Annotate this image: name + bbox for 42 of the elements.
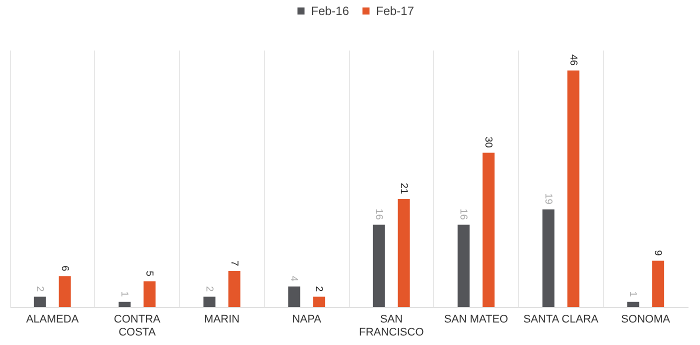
data-label: 5	[144, 270, 155, 277]
bar	[118, 302, 131, 307]
bar	[627, 302, 640, 307]
data-label: 1	[627, 291, 638, 298]
x-tick-label: ALAMEDA	[26, 314, 80, 326]
data-label: 4	[288, 276, 300, 282]
bar	[313, 296, 326, 307]
data-label: 2	[203, 286, 214, 292]
bar	[144, 281, 156, 307]
bar	[228, 271, 240, 307]
bar	[398, 199, 410, 307]
data-label: 9	[652, 250, 664, 256]
x-tick-label: SAN FRANCISCO	[358, 314, 424, 338]
data-label: 21	[398, 182, 409, 194]
bar	[567, 70, 580, 307]
data-label: 2	[34, 286, 45, 292]
data-label: 16	[372, 208, 384, 220]
bar	[34, 296, 46, 307]
data-label: 16	[458, 208, 469, 220]
x-tick-label: SANTA CLARA	[523, 314, 600, 326]
data-label: 7	[228, 260, 240, 266]
bar	[652, 260, 664, 307]
x-tick-label: SAN MATEO	[444, 314, 509, 326]
bar	[288, 286, 300, 307]
data-label: 1	[118, 291, 130, 298]
x-tick-label: CONTRA COSTA	[114, 314, 162, 338]
bar	[458, 224, 470, 307]
x-tick-label: MARIN	[204, 314, 240, 326]
bar	[542, 209, 554, 307]
x-tick-label: NAPA	[292, 314, 322, 326]
data-label: 30	[482, 136, 494, 148]
legend-label: Feb-16	[311, 4, 350, 18]
data-label: 6	[58, 266, 70, 272]
data-label: 46	[567, 54, 578, 66]
x-tick-label: SONOMA	[621, 314, 671, 326]
bar	[58, 276, 71, 307]
data-label: 19	[542, 193, 554, 205]
bar	[482, 152, 495, 307]
bar	[372, 224, 385, 307]
data-label: 2	[313, 286, 324, 292]
legend-label: Feb-17	[376, 4, 414, 18]
bar	[203, 296, 216, 307]
